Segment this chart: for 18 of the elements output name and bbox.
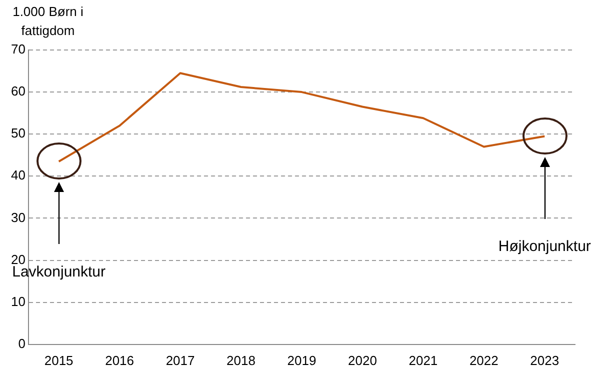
y-tick-label: 60 [10,84,26,99]
y-tick-label: 30 [10,210,26,225]
y-tick-label: 40 [10,168,26,183]
x-tick-label: 2022 [469,352,498,368]
y-axis-title: 1.000 Børn i fattigdom [12,4,84,38]
x-tick-label: 2015 [44,352,74,368]
y-tick-label: 70 [10,42,26,57]
x-tick-label: 2017 [166,352,195,368]
x-tick-label: 2018 [226,352,256,368]
y-tick-label: 10 [10,294,26,309]
x-tick-label: 2023 [530,352,560,368]
x-tick-label: 2016 [105,352,134,368]
x-tick-label: 2020 [348,352,377,368]
x-tick-label: 2019 [287,352,316,368]
x-tick-label: 2021 [408,352,438,368]
annotation: Højkonjunktur [498,238,591,256]
y-tick-label: 0 [18,336,26,351]
y-tick-label: 50 [10,126,26,141]
